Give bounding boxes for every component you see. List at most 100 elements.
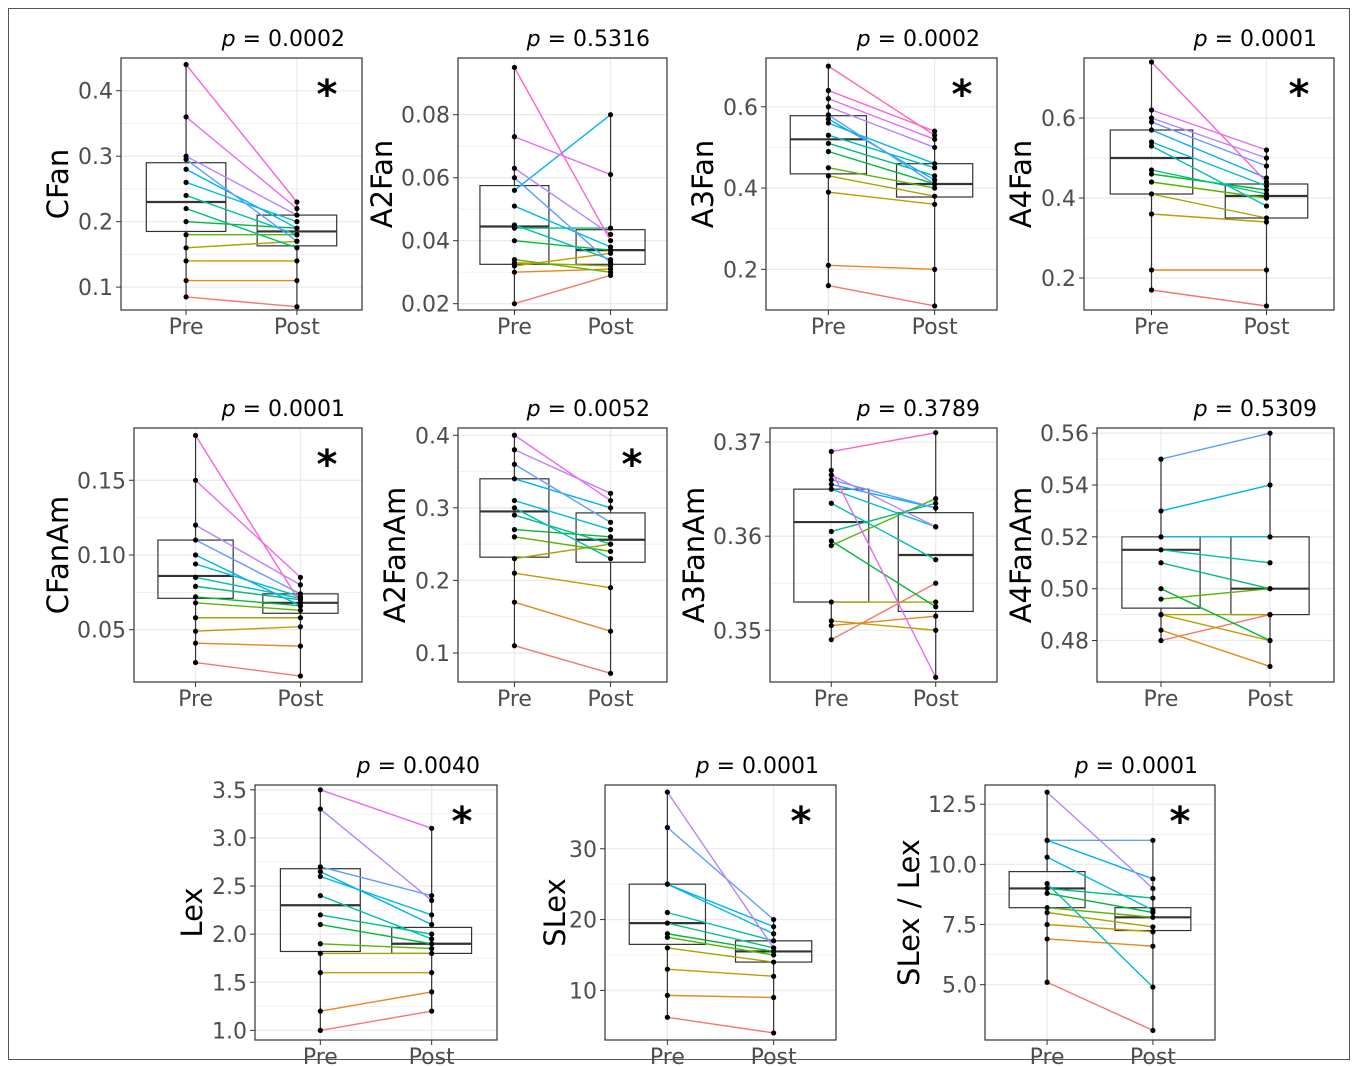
subject-line [195,661,301,677]
pre-point [1044,837,1050,843]
pre-point [1148,119,1155,125]
p-symbol: p [695,754,710,779]
post-point [1267,663,1273,670]
y-tick-label: 0.6 [723,96,758,121]
x-tick-label: Post [588,687,634,712]
subject-line [185,116,298,210]
subject-line [830,582,937,641]
post-point [294,212,300,218]
subject-line [830,470,937,678]
subject-line [666,826,775,921]
post-point [297,615,304,621]
post-point [429,936,435,942]
post-point [932,303,938,309]
p-value-label: p = 0.3789 [856,397,980,422]
significance-star: * [952,72,973,118]
post-point [933,580,939,586]
panel-border [1083,57,1335,311]
pre-point [825,87,831,94]
post-point [429,970,435,976]
pre-point [825,132,831,138]
subject-line [1151,169,1267,195]
pre-point [192,594,199,600]
post-point [429,931,435,937]
y-axis-label: SLex / Lex [892,839,926,986]
post-point [294,238,300,244]
subject-line [320,866,432,897]
p-symbol: p [856,27,871,52]
post-point [1263,215,1270,221]
pre-point [825,104,831,110]
post-point [294,258,300,264]
pre-point [511,64,518,71]
y-tick-label: 0.6 [1041,107,1076,132]
panel-a4fan: 0.2 0.4 0.6 Pre Post A4Fan p = 0.0001 * [1004,27,1335,340]
y-axis-label: CFanAm [41,496,75,615]
pre-point [192,432,199,439]
pre-point [511,512,518,518]
post-point [932,181,938,187]
subject-line [831,483,936,509]
subject-line [828,106,935,149]
pre-point [1148,59,1155,65]
p-symbol: p [221,27,236,52]
p-value: = 0.5316 [541,27,650,52]
subject-line [1046,791,1154,889]
pre-point [511,497,518,504]
post-box [575,512,646,563]
pre-point [183,61,189,68]
pre-point [317,864,323,870]
subject-line [185,181,298,223]
post-point [607,112,614,118]
subject-line [514,572,611,589]
pre-point [825,63,831,69]
y-tick-label: 0.54 [1040,474,1089,499]
p-symbol: p [856,397,871,422]
pre-point [511,301,518,307]
pre-point [828,477,834,483]
y-tick-label: 2.0 [212,923,247,948]
y-tick-label: 3.0 [212,827,247,852]
pre-point [511,134,518,140]
post-point [933,430,939,436]
post-point [1263,175,1270,181]
p-value-label: p = 0.5309 [1193,397,1317,422]
post-point [771,924,777,930]
subject-line [185,64,298,203]
subject-line [831,620,936,631]
pre-point [317,1027,323,1033]
post-point [933,674,939,680]
p-value: = 0.0052 [541,397,650,422]
panel-border [765,57,998,311]
subject-line [1046,856,1154,911]
pre-point [183,205,189,212]
pre-point [828,538,834,544]
y-tick-label: 5.0 [942,974,977,999]
y-tick-label: 10 [569,979,597,1004]
p-value: = 0.0002 [871,27,980,52]
pre-point [511,222,518,228]
post-point [607,628,614,634]
panel-lex: 1.0 1.5 2.0 2.5 3.0 3.5 Pre Post Lex p = 0.0040 * [175,754,498,1066]
panel-border [457,427,668,683]
subject-line [830,502,937,561]
y-tick-label: 12.5 [928,793,977,818]
x-tick-label: Pre [303,1045,338,1066]
p-symbol: p [221,397,236,422]
pre-point [1158,586,1164,592]
pre-point [1148,171,1155,177]
post-point [932,266,938,272]
pre-point [828,481,834,488]
post-point [607,231,614,237]
y-tick-label: 0.05 [77,619,126,644]
y-tick-label: 0.06 [401,167,450,192]
panel-border [984,784,1216,1041]
pre-point [511,534,518,540]
subject-line [514,645,611,674]
post-point [1267,534,1273,540]
subject-line [514,274,611,305]
y-tick-label: 7.5 [942,914,977,939]
p-symbol: p [356,754,371,779]
pre-point [664,789,670,795]
subject-line [320,875,432,916]
